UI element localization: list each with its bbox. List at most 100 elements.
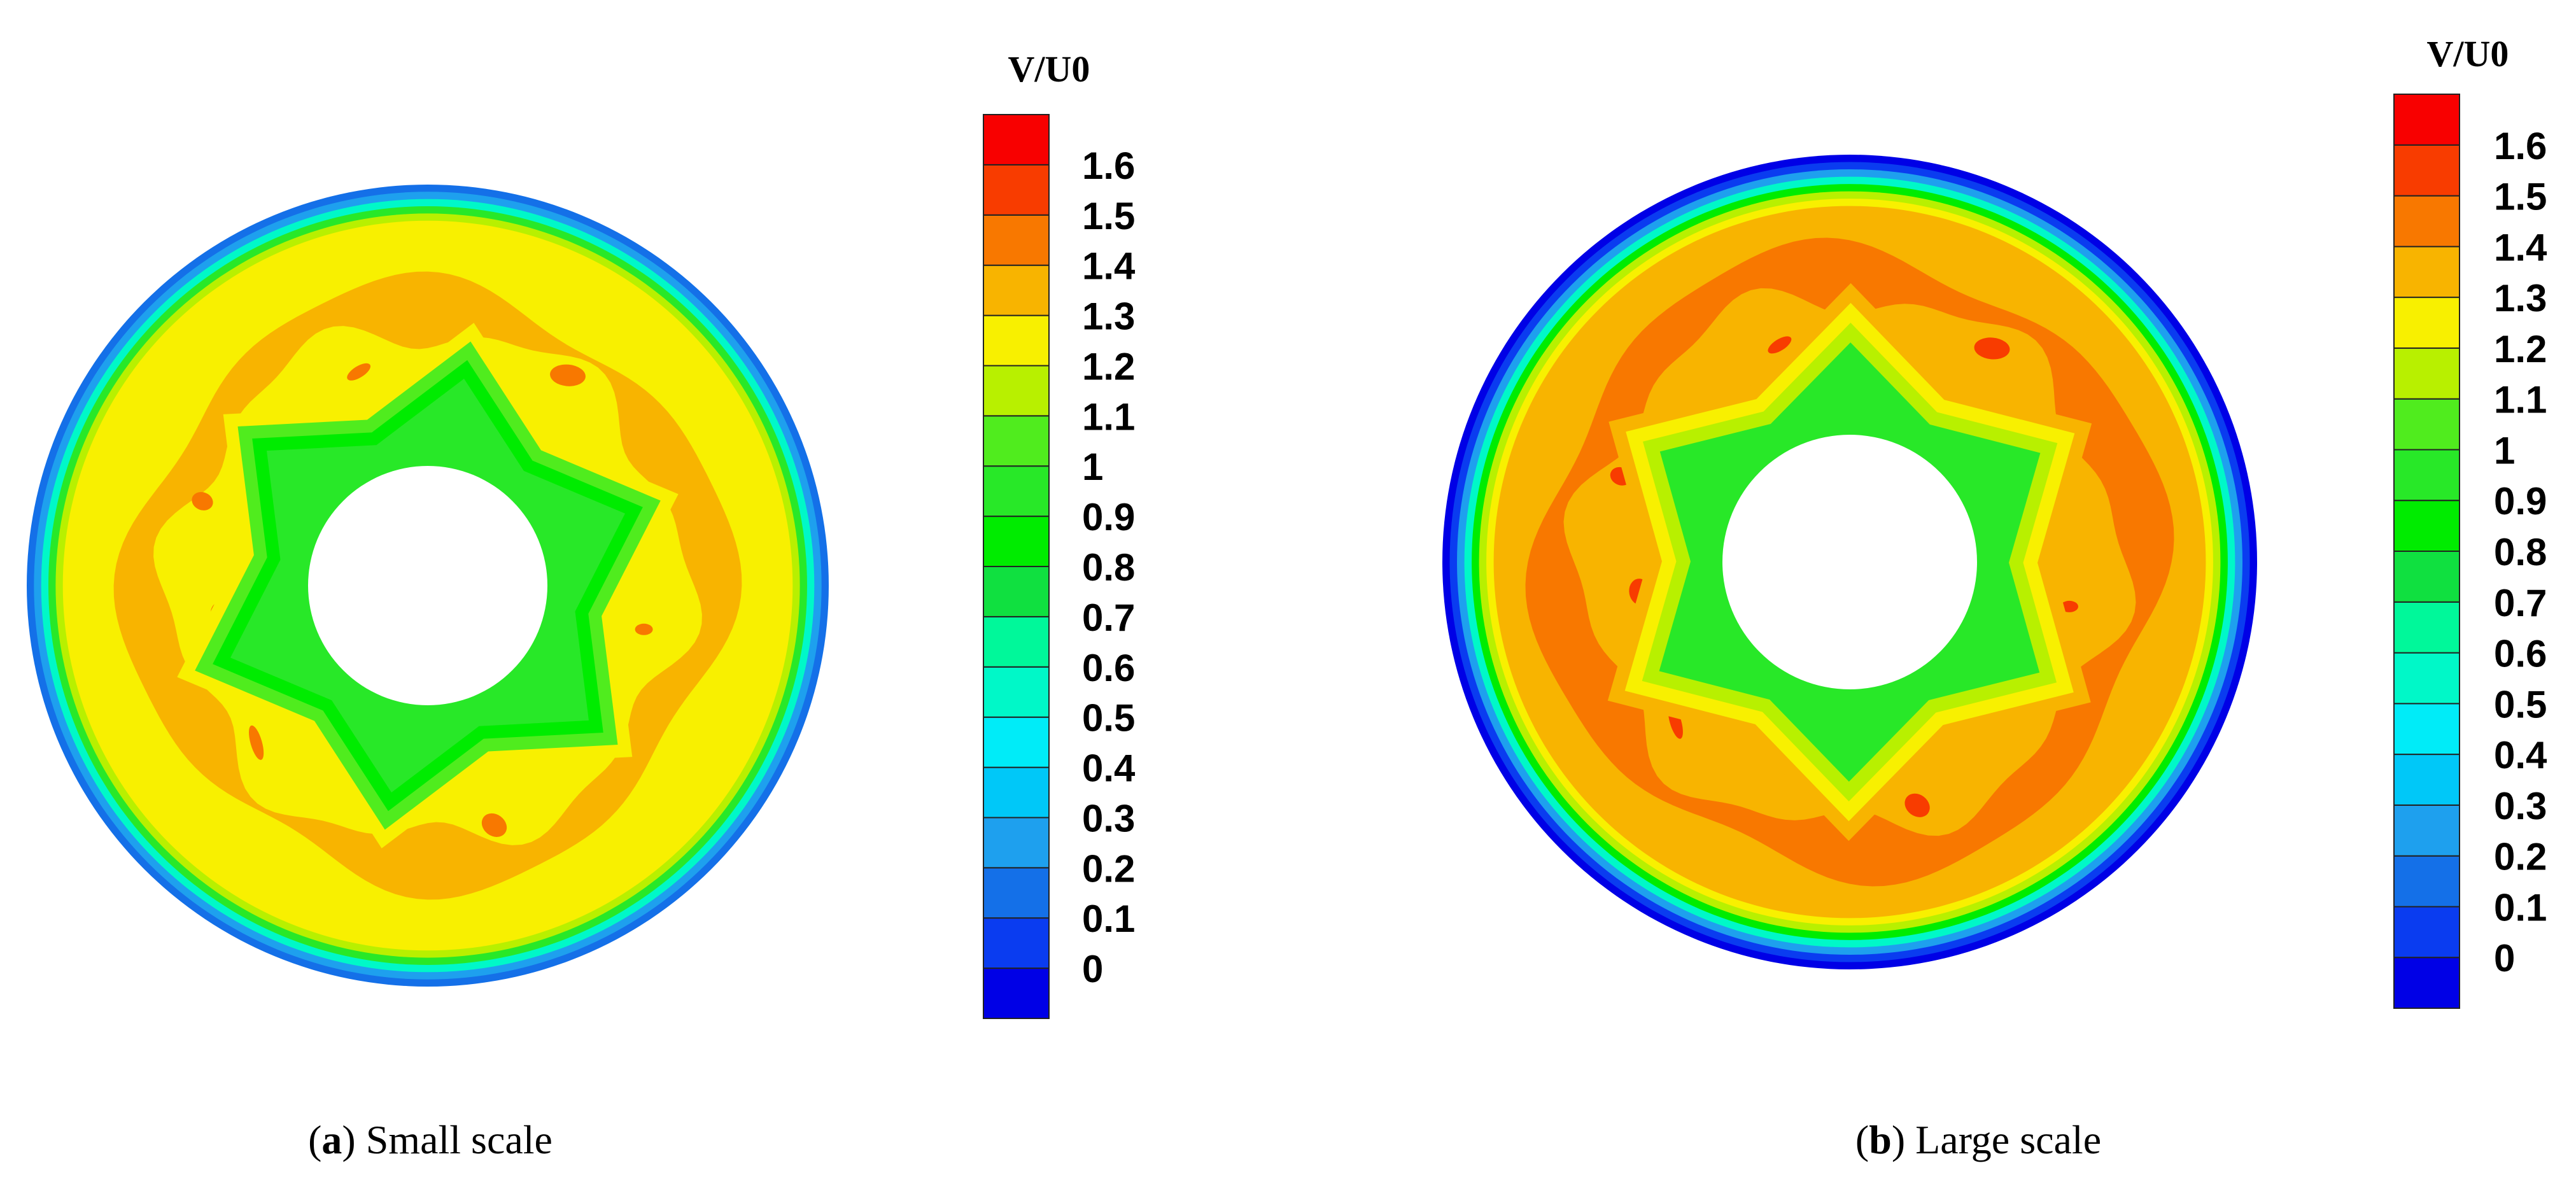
colorbar-swatch-a-5 xyxy=(983,716,1050,768)
colorbar-swatch-b-12 xyxy=(2393,347,2460,400)
colorbar-tick-a-0: 0 xyxy=(1082,948,1103,990)
colorbar-tick-a-8: 0.8 xyxy=(1082,546,1135,589)
colorbar-swatch-b-17 xyxy=(2393,94,2460,146)
colorbar-swatch-b-13 xyxy=(2393,297,2460,349)
colorbar-swatch-b-16 xyxy=(2393,144,2460,197)
colorbar-tick-b-0: 0 xyxy=(2494,937,2515,980)
colorbar-tick-a-5: 0.5 xyxy=(1082,697,1135,740)
hub-hole-a xyxy=(308,466,547,705)
colorbar-tick-a-7: 0.7 xyxy=(1082,596,1135,639)
colorbar-tick-b-3: 0.3 xyxy=(2494,785,2547,827)
colorbar-swatch-a-7 xyxy=(983,616,1050,668)
colorbar-a: V/U0 0 0.1 0.2 0.3 0.4 0.5 0.6 0.7 0.8 0.9 1 1.1 1.2… xyxy=(983,48,1136,1019)
peak-blob-a-2 xyxy=(249,725,264,760)
colorbar-swatch-a-9 xyxy=(983,516,1050,567)
colorbar-tick-b-7: 0.7 xyxy=(2494,582,2547,624)
colorbar-swatch-a-16 xyxy=(983,164,1050,216)
colorbar-swatch-b-5 xyxy=(2393,703,2460,756)
peak-blob-a-1 xyxy=(481,813,507,837)
peak-blob-a-4 xyxy=(347,363,371,381)
colorbar-tick-b-8: 0.8 xyxy=(2494,531,2547,573)
colorbar-tick-a-2: 0.2 xyxy=(1082,847,1135,890)
colorbar-swatch-b-3 xyxy=(2393,804,2460,857)
colorbar-tick-a-10: 1 xyxy=(1082,446,1103,488)
colorbar-swatch-a-15 xyxy=(983,214,1050,266)
colorbar-tick-a-9: 0.9 xyxy=(1082,496,1135,538)
colorbar-swatch-a-8 xyxy=(983,566,1050,617)
caption-open-paren-a: ( xyxy=(308,1117,321,1162)
colorbar-tick-b-2: 0.2 xyxy=(2494,836,2547,878)
colorbar-swatch-b-8 xyxy=(2393,551,2460,603)
colorbar-tick-b-10: 1 xyxy=(2494,429,2515,472)
peak-blob-b-4 xyxy=(1768,336,1792,354)
colorbar-tick-b-13: 1.3 xyxy=(2494,277,2547,320)
peak-blob-b-1 xyxy=(1904,793,1930,817)
colorbar-tick-b-1: 0.1 xyxy=(2494,886,2547,929)
colorbar-tick-b-11: 1.1 xyxy=(2494,379,2547,421)
peak-blob-a-0 xyxy=(635,623,653,635)
colorbar-b: V/U0 0 0.1 0.2 0.3 0.4 0.5 0.6 0.7 0.8 0.9 1 1.1 1.2… xyxy=(2393,33,2547,1009)
colorbar-swatch-b-14 xyxy=(2393,246,2460,299)
colorbar-tick-a-12: 1.2 xyxy=(1082,345,1135,388)
peak-blob-a-5 xyxy=(550,364,586,386)
colorbar-swatch-a-4 xyxy=(983,766,1050,819)
caption-close-paren-a: ) xyxy=(342,1117,365,1162)
colorbar-tick-b-16: 1.6 xyxy=(2494,125,2547,167)
caption-letter-a: a xyxy=(321,1117,342,1162)
caption-letter-b: b xyxy=(1869,1117,1892,1162)
colorbar-title-b: V/U0 xyxy=(2427,33,2509,74)
colorbar-swatch-b-7 xyxy=(2393,601,2460,654)
colorbar-tick-a-1: 0.1 xyxy=(1082,897,1135,940)
colorbar-tick-a-13: 1.3 xyxy=(1082,295,1135,338)
colorbar-tick-b-5: 0.5 xyxy=(2494,683,2547,726)
colorbar-swatch-b-15 xyxy=(2393,195,2460,248)
colorbar-tick-a-6: 0.6 xyxy=(1082,647,1135,689)
colorbar-swatch-a-14 xyxy=(983,264,1050,316)
colorbar-tick-a-3: 0.3 xyxy=(1082,797,1135,840)
colorbar-swatch-b-0 xyxy=(2393,957,2460,1009)
colorbar-tick-b-15: 1.5 xyxy=(2494,176,2547,218)
colorbar-swatch-b-11 xyxy=(2393,398,2460,451)
panel-a-small-scale: V/U0 0 0.1 0.2 0.3 0.4 0.5 0.6 0.7 0.8 0.9 1 1.1 1.2… xyxy=(27,48,1136,1162)
colorbar-swatch-a-12 xyxy=(983,365,1050,417)
caption-close-paren-b: ) xyxy=(1892,1117,1915,1162)
colorbar-swatch-a-10 xyxy=(983,465,1050,517)
caption-text-b: Large scale xyxy=(1915,1117,2101,1162)
peak-blob-b-0 xyxy=(2060,600,2078,612)
peak-blob-b-5 xyxy=(1974,337,2010,360)
hub-hole-b xyxy=(1722,435,1977,689)
colorbar-tick-a-14: 1.4 xyxy=(1082,245,1136,288)
colorbar-swatch-a-17 xyxy=(983,114,1050,165)
colorbar-swatch-a-11 xyxy=(983,415,1050,467)
colorbar-swatch-a-2 xyxy=(983,867,1050,919)
colorbar-tick-b-4: 0.4 xyxy=(2494,734,2547,777)
colorbar-swatch-b-6 xyxy=(2393,652,2460,705)
colorbar-tick-b-9: 0.9 xyxy=(2494,480,2547,523)
colorbar-tick-a-11: 1.1 xyxy=(1082,395,1135,438)
colorbar-tick-a-16: 1.6 xyxy=(1082,144,1135,187)
colorbar-tick-a-15: 1.5 xyxy=(1082,195,1135,237)
colorbar-tick-b-12: 1.2 xyxy=(2494,328,2547,370)
colorbar-title-a: V/U0 xyxy=(1008,48,1090,90)
caption-a: (a) Small scale xyxy=(308,1117,553,1162)
contour-plot-a xyxy=(27,185,829,987)
colorbar-swatch-b-4 xyxy=(2393,754,2460,806)
caption-b: (b) Large scale xyxy=(1855,1117,2101,1162)
colorbar-tick-a-4: 0.4 xyxy=(1082,747,1136,790)
panel-b-large-scale: V/U0 0 0.1 0.2 0.3 0.4 0.5 0.6 0.7 0.8 0.9 1 1.1 1.2… xyxy=(1442,33,2547,1162)
caption-text-a: Small scale xyxy=(366,1117,553,1162)
colorbar-swatch-a-0 xyxy=(983,967,1050,1019)
colorbar-swatch-b-10 xyxy=(2393,449,2460,502)
caption-open-paren-b: ( xyxy=(1855,1117,1869,1162)
contour-plot-b xyxy=(1442,155,2257,969)
colorbar-swatch-a-3 xyxy=(983,817,1050,869)
colorbar-swatch-a-13 xyxy=(983,314,1050,367)
colorbar-swatch-b-1 xyxy=(2393,906,2460,959)
colorbar-tick-b-14: 1.4 xyxy=(2494,226,2547,269)
colorbar-swatch-a-6 xyxy=(983,666,1050,718)
colorbar-swatch-b-9 xyxy=(2393,500,2460,552)
peak-blob-a-3 xyxy=(192,491,213,510)
colorbar-swatch-a-1 xyxy=(983,917,1050,969)
colorbar-swatch-b-2 xyxy=(2393,855,2460,908)
